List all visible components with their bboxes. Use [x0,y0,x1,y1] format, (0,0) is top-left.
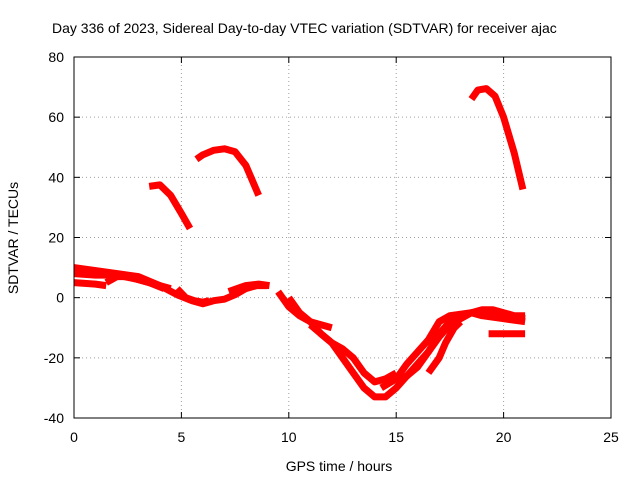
y-axis-label: SDTVAR / TECUs [5,182,21,294]
x-tick-label: 20 [496,429,512,445]
y-tick-label: 80 [48,49,64,65]
x-tick-label: 15 [388,429,404,445]
x-tick-label: 10 [281,429,297,445]
series-line-arc-a [73,279,107,290]
series-line-arc-e [148,181,194,231]
y-tick-label: 40 [48,169,64,185]
series-line-arc-l [379,309,526,391]
series-line-arc-m [394,306,526,385]
series-line-arc-j [285,295,398,386]
series-line-arc-i [275,289,333,332]
series-line-arc-h [227,280,270,295]
series-line-arc-g [174,286,211,306]
x-axis-label: GPS time / hours [286,458,393,474]
series-line-arc-d [104,273,166,292]
y-tick-label: -40 [44,410,64,426]
data-series-group [73,85,527,401]
x-tick-label: 5 [178,429,186,445]
y-tick-label: 60 [48,109,64,125]
series-line-arc-p [468,85,527,191]
y-tick-label: 20 [48,230,64,246]
y-tick-label: -20 [44,350,64,366]
chart-title: Day 336 of 2023, Sidereal Day-to-day VTE… [52,20,557,36]
series-line-arc-f [194,145,262,197]
x-tick-label: 25 [603,429,619,445]
x-tick-label: 0 [70,429,78,445]
axis-ticks: 0 5 10 15 20 25 -40 -20 0 20 40 60 80 [44,49,619,445]
y-tick-label: 0 [56,290,64,306]
series-line-arc-n [425,319,464,375]
